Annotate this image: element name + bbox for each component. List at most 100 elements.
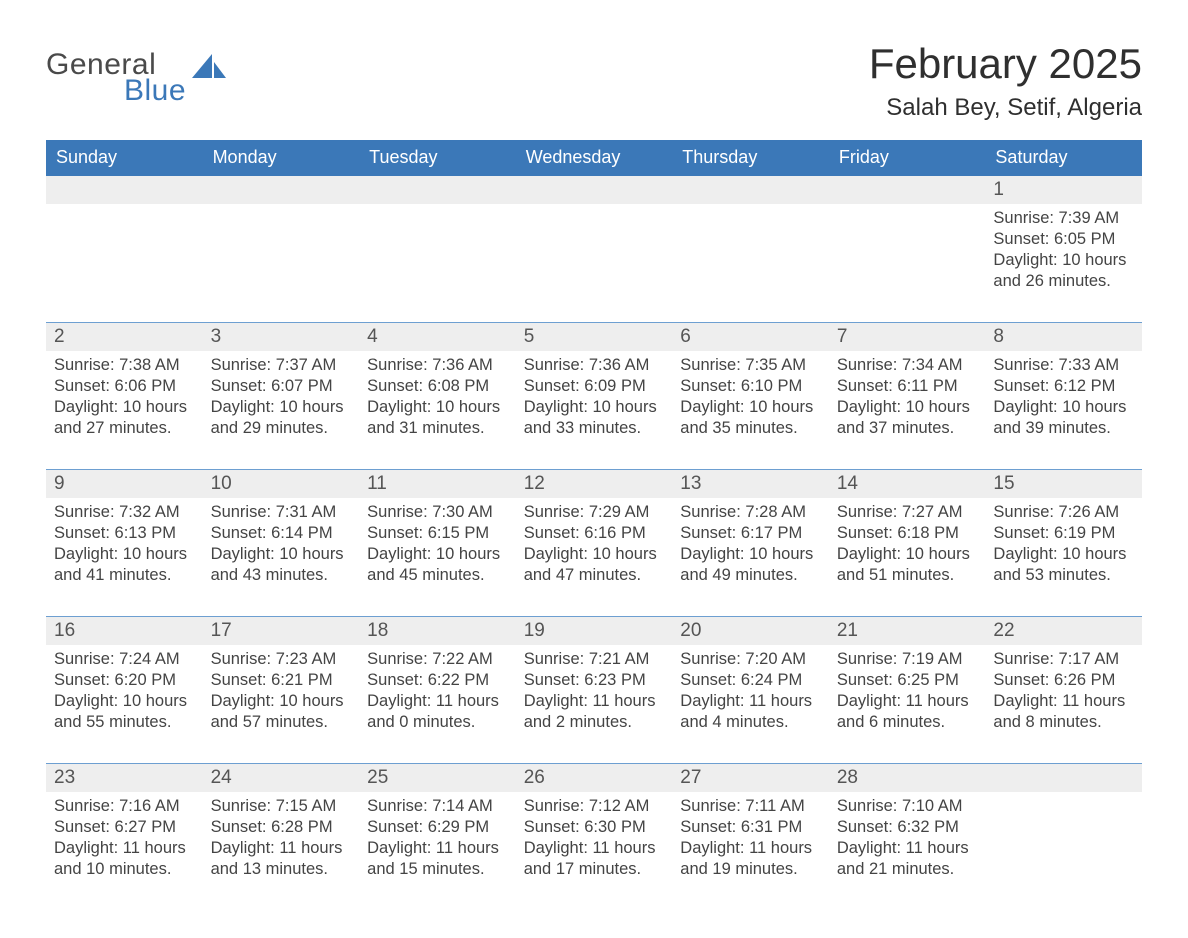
sunset-value: 6:09 PM bbox=[584, 377, 645, 395]
daylight-line: Daylight: 10 hours and 37 minutes. bbox=[837, 397, 978, 439]
daylight-hours: 11 bbox=[279, 839, 296, 857]
daylight-hours: 10 bbox=[592, 545, 610, 563]
day-number bbox=[46, 176, 203, 204]
daylight-hours: 11 bbox=[749, 839, 766, 857]
sunrise-line: Sunrise: 7:33 AM bbox=[993, 355, 1134, 376]
sunset-line: Sunset: 6:28 PM bbox=[211, 817, 352, 838]
sunrise-value: 7:10 AM bbox=[902, 797, 963, 815]
daynum-band: 9101112131415 bbox=[46, 470, 1142, 498]
dow-cell: Monday bbox=[203, 140, 360, 176]
daylight-hours: 11 bbox=[1062, 692, 1079, 710]
sunset-line: Sunset: 6:12 PM bbox=[993, 376, 1134, 397]
day-cell: Sunrise: 7:12 AMSunset: 6:30 PMDaylight:… bbox=[516, 792, 673, 888]
day-cell bbox=[985, 792, 1142, 888]
day-cell: Sunrise: 7:33 AMSunset: 6:12 PMDaylight:… bbox=[985, 351, 1142, 447]
sunrise-value: 7:16 AM bbox=[119, 797, 180, 815]
daylight-hours: 10 bbox=[123, 692, 141, 710]
sunrise-line: Sunrise: 7:12 AM bbox=[524, 796, 665, 817]
day-number: 12 bbox=[516, 470, 673, 498]
sunset-line: Sunset: 6:29 PM bbox=[367, 817, 508, 838]
day-cell bbox=[359, 204, 516, 300]
daylight-hours: 10 bbox=[436, 545, 454, 563]
daylight-line: Daylight: 11 hours and 21 minutes. bbox=[837, 838, 978, 880]
sunset-value: 6:22 PM bbox=[428, 671, 489, 689]
sunrise-line: Sunrise: 7:11 AM bbox=[680, 796, 821, 817]
sunrise-value: 7:28 AM bbox=[745, 503, 806, 521]
daylight-line: Daylight: 10 hours and 29 minutes. bbox=[211, 397, 352, 439]
sunrise-line: Sunrise: 7:29 AM bbox=[524, 502, 665, 523]
sunset-line: Sunset: 6:14 PM bbox=[211, 523, 352, 544]
day-number: 1 bbox=[985, 176, 1142, 204]
week-row: 16171819202122Sunrise: 7:24 AMSunset: 6:… bbox=[46, 616, 1142, 741]
daylight-line: Daylight: 10 hours and 27 minutes. bbox=[54, 397, 195, 439]
daylight-line: Daylight: 10 hours and 39 minutes. bbox=[993, 397, 1134, 439]
day-cell bbox=[46, 204, 203, 300]
sunrise-value: 7:37 AM bbox=[276, 356, 337, 374]
day-number: 4 bbox=[359, 323, 516, 351]
sunset-value: 6:08 PM bbox=[428, 377, 489, 395]
daylight-hours: 10 bbox=[749, 398, 767, 416]
sunrise-value: 7:14 AM bbox=[432, 797, 493, 815]
sunset-line: Sunset: 6:21 PM bbox=[211, 670, 352, 691]
day-number: 14 bbox=[829, 470, 986, 498]
sunset-value: 6:26 PM bbox=[1054, 671, 1115, 689]
day-number: 15 bbox=[985, 470, 1142, 498]
sunset-line: Sunset: 6:09 PM bbox=[524, 376, 665, 397]
sunset-value: 6:10 PM bbox=[741, 377, 802, 395]
day-cell bbox=[829, 204, 986, 300]
sunrise-line: Sunrise: 7:26 AM bbox=[993, 502, 1134, 523]
daylight-line: Daylight: 11 hours and 6 minutes. bbox=[837, 691, 978, 733]
sunrise-line: Sunrise: 7:15 AM bbox=[211, 796, 352, 817]
sunset-value: 6:05 PM bbox=[1054, 230, 1115, 248]
sunset-value: 6:12 PM bbox=[1054, 377, 1115, 395]
daylight-minutes: 17 bbox=[556, 860, 574, 878]
daylight-minutes: 31 bbox=[399, 419, 417, 437]
sunrise-line: Sunrise: 7:17 AM bbox=[993, 649, 1134, 670]
sunrise-value: 7:23 AM bbox=[276, 650, 337, 668]
sunrise-value: 7:33 AM bbox=[1059, 356, 1120, 374]
day-cell: Sunrise: 7:15 AMSunset: 6:28 PMDaylight:… bbox=[203, 792, 360, 888]
sunrise-value: 7:19 AM bbox=[902, 650, 963, 668]
daylight-hours: 11 bbox=[906, 839, 923, 857]
daylight-line: Daylight: 11 hours and 17 minutes. bbox=[524, 838, 665, 880]
daylight-hours: 10 bbox=[592, 398, 610, 416]
day-cell: Sunrise: 7:31 AMSunset: 6:14 PMDaylight:… bbox=[203, 498, 360, 594]
daylight-line: Daylight: 11 hours and 13 minutes. bbox=[211, 838, 352, 880]
daylight-hours: 11 bbox=[592, 839, 609, 857]
day-number bbox=[516, 176, 673, 204]
daylight-minutes: 37 bbox=[869, 419, 887, 437]
daylight-minutes: 53 bbox=[1026, 566, 1044, 584]
daylight-hours: 11 bbox=[436, 692, 453, 710]
sunset-value: 6:20 PM bbox=[115, 671, 176, 689]
day-number: 21 bbox=[829, 617, 986, 645]
daylight-hours: 10 bbox=[1062, 251, 1080, 269]
day-cell bbox=[672, 204, 829, 300]
sunset-line: Sunset: 6:31 PM bbox=[680, 817, 821, 838]
daylight-minutes: 10 bbox=[86, 860, 104, 878]
day-number: 6 bbox=[672, 323, 829, 351]
day-cell: Sunrise: 7:39 AMSunset: 6:05 PMDaylight:… bbox=[985, 204, 1142, 300]
sunrise-line: Sunrise: 7:21 AM bbox=[524, 649, 665, 670]
sunrise-value: 7:36 AM bbox=[432, 356, 493, 374]
daylight-line: Daylight: 10 hours and 35 minutes. bbox=[680, 397, 821, 439]
sunset-value: 6:30 PM bbox=[584, 818, 645, 836]
day-cell: Sunrise: 7:16 AMSunset: 6:27 PMDaylight:… bbox=[46, 792, 203, 888]
day-number: 7 bbox=[829, 323, 986, 351]
sunrise-line: Sunrise: 7:27 AM bbox=[837, 502, 978, 523]
sunset-line: Sunset: 6:25 PM bbox=[837, 670, 978, 691]
sunset-value: 6:16 PM bbox=[584, 524, 645, 542]
day-number: 23 bbox=[46, 764, 203, 792]
daylight-minutes: 41 bbox=[86, 566, 104, 584]
daylight-line: Daylight: 10 hours and 26 minutes. bbox=[993, 250, 1134, 292]
daylight-hours: 11 bbox=[906, 692, 923, 710]
sunrise-value: 7:35 AM bbox=[745, 356, 806, 374]
daylight-line: Daylight: 10 hours and 31 minutes. bbox=[367, 397, 508, 439]
calendar: SundayMondayTuesdayWednesdayThursdayFrid… bbox=[46, 140, 1142, 888]
daylight-hours: 11 bbox=[436, 839, 453, 857]
daylight-hours: 10 bbox=[906, 545, 924, 563]
daylight-minutes: 0 bbox=[399, 713, 408, 731]
sunrise-line: Sunrise: 7:19 AM bbox=[837, 649, 978, 670]
sunset-line: Sunset: 6:05 PM bbox=[993, 229, 1134, 250]
daylight-hours: 10 bbox=[279, 545, 297, 563]
sunset-line: Sunset: 6:16 PM bbox=[524, 523, 665, 544]
